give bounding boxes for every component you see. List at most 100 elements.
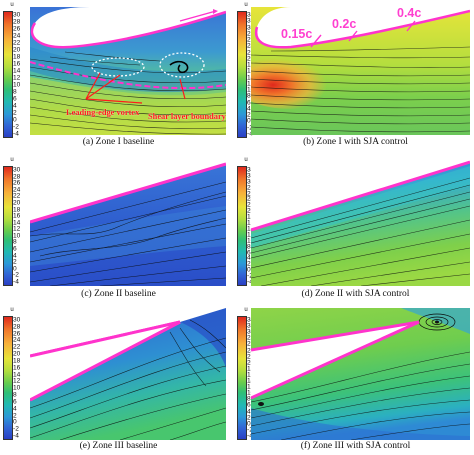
colorbar-tick: 30 [13,166,21,174]
colorbar-variable: u [244,307,248,313]
colorbar-tick: 18 [13,53,21,61]
colorbar-tick: 16 [13,60,21,68]
colorbar-tick: 8 [247,395,251,403]
colorbar-tick: 24 [247,42,255,50]
panel-a: u 30 28 26 24 22 20 18 16 14 12 10 8 6 4 2 0 -2 -4 [0,0,237,152]
colorbar-tick: 20 [247,207,255,215]
colorbar-tick: 14 [247,377,255,385]
colorbar-variable: u [244,2,248,8]
colorbar-tick: 4 [247,408,251,416]
colorbar-tick: 8 [13,391,17,399]
colorbar-tick: 26 [13,25,21,33]
colorbar-tick: 32 [247,322,255,330]
colorbar-tick: 18 [247,213,255,221]
colorbar-tick: 22 [247,49,255,57]
colorbar-tick: 22 [247,353,255,361]
colorbar-tick: 16 [247,219,255,227]
colorbar-tick: 12 [247,383,255,391]
colorbar-tick: 28 [247,30,255,38]
flow-field-f [251,308,470,440]
colorbar-tick: 2 [247,111,251,119]
colorbar-tick: 32 [247,17,255,25]
label-separation-zone: Large flow separation zone [72,10,169,19]
colorbar-tick: 34 [247,166,255,174]
colorbar-tick: -2 [13,425,19,433]
colorbar-tick: -4 [13,432,19,440]
colorbar-tick: 20 [13,350,21,358]
colorbar-gradient [3,11,13,138]
colorbar-tick: 20 [13,199,21,207]
colorbar-tick: 2 [13,412,17,420]
colorbar-tick: 24 [247,195,255,203]
colorbar-tick: 30 [247,24,255,32]
caption-f: (f) Zone III with SJA control [300,441,411,451]
colorbar-tick: 6 [13,95,17,103]
colorbar-tick: 18 [247,365,255,373]
colorbar-tick: 28 [13,18,21,26]
colorbar-tick: 28 [247,184,255,192]
colorbar-tick: 6 [247,401,251,409]
colorbar-tick: 34 [247,11,255,19]
colorbar-tick: 8 [13,88,17,96]
colorbar-tick: -2 [13,123,19,131]
colorbar-tick: 4 [13,405,17,413]
colorbar-tick: 0 [13,116,17,124]
colorbar-tick: 20 [13,46,21,54]
colorbar-tick: -4 [13,278,19,286]
colorbar-tick: 16 [13,212,21,220]
colorbar-gradient [237,11,247,138]
caption-e: (e) Zone III baseline [79,441,158,451]
caption-c: (c) Zone II baseline [81,289,156,299]
colorbar-tick: -4 [247,278,253,286]
colorbar-tick: 0 [247,266,251,274]
flow-field-c [30,156,226,286]
colorbar-tick: 10 [13,81,21,89]
flow-field-b [251,7,470,135]
colorbar-tick: 6 [13,398,17,406]
colorbar-tick: 18 [13,206,21,214]
label-leading-edge-vortex: Leading-edge vortex [66,108,140,117]
colorbar-tick: 24 [247,347,255,355]
colorbar-variable: u [10,2,14,8]
colorbar-tick: 0 [247,117,251,125]
colorbar-tick: 14 [13,371,21,379]
colorbar-tick: 6 [13,245,17,253]
colorbar-tick: 8 [247,92,251,100]
colorbar-tick: 22 [247,201,255,209]
colorbar-tick: 4 [247,254,251,262]
colorbar-tick: 6 [247,99,251,107]
colorbar-tick: -2 [247,124,253,132]
flow-field-a [30,7,226,135]
colorbar-tick: 0 [13,265,17,273]
colorbar-e: u 30 28 26 24 22 20 18 16 14 12 10 8 6 4 2 0 -2 -4 [3,307,29,440]
colorbar-tick: 2 [247,414,251,422]
caption-d: (d) Zone II with SJA control [301,289,410,299]
colorbar-tick: 30 [13,316,21,324]
colorbar-tick: 28 [247,334,255,342]
colorbar-tick: 14 [13,67,21,75]
colorbar-tick: 4 [13,252,17,260]
colorbar-tick: 10 [247,389,255,397]
colorbar-tick: 0 [13,418,17,426]
colorbar-tick: 24 [13,32,21,40]
panel-c: u 30 28 26 24 22 20 18 16 14 12 10 8 6 4 2 0 -2 -4 [0,152,237,300]
colorbar-tick: 22 [13,192,21,200]
label-loc-015c: 0.15c [281,27,313,41]
label-shear-layer: Shear layer boundary [148,112,226,121]
caption-b: (b) Zone I with SJA control [303,137,408,147]
panel-e: u 30 28 26 24 22 20 18 16 14 12 10 8 6 4 2 0 -2 -4 [0,300,237,455]
colorbar-tick: 30 [247,328,255,336]
colorbar-tick: 2 [13,109,17,117]
colorbar-tick: -2 [247,272,253,280]
colorbar-gradient [237,166,247,286]
colorbar-gradient [3,166,13,286]
colorbar-tick: 34 [247,316,255,324]
colorbar-tick: 8 [247,243,251,251]
colorbar-tick: 22 [13,343,21,351]
colorbar-tick: 4 [13,102,17,110]
colorbar-gradient [237,316,247,440]
colorbar-tick: 24 [13,186,21,194]
colorbar-tick: 26 [13,179,21,187]
colorbar-tick: 12 [247,231,255,239]
